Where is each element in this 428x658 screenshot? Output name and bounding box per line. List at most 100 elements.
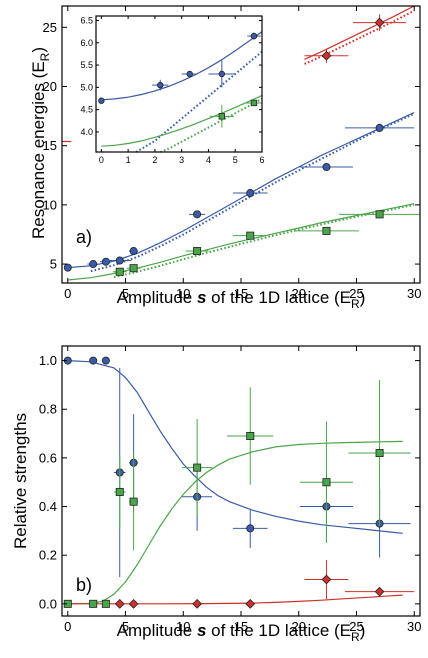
panel-a-frame	[61, 5, 421, 284]
panel-b-point-green	[89, 599, 98, 608]
inset-ticks: 0 1 2 3 4 5 6 4.0 4.5 5.0 5.5 6.0 6.5	[80, 15, 264, 165]
panel-a-xtick-label: 15	[234, 286, 248, 301]
panel-a-ytick-label: 25	[43, 20, 57, 35]
panel-a-curve-red-solid	[304, 5, 415, 60]
inset-xtick-label: 2	[152, 155, 157, 165]
panel-b-curve-blue-solid	[67, 360, 403, 534]
inset-ytick-label: 5.0	[80, 82, 93, 92]
panel-a-xtick-label: 5	[122, 286, 129, 301]
inset-point-blue	[157, 81, 164, 89]
panel-a-ytick-label: 10	[43, 197, 57, 212]
inset-curves	[101, 31, 263, 153]
panel-b-point-green	[129, 497, 138, 506]
inset-curve-green-solid	[101, 94, 263, 147]
inset-xtick-label: 5	[233, 155, 238, 165]
inset-ytick-label: 4.5	[80, 105, 93, 115]
panel-a-curve-blue-solid	[67, 111, 415, 269]
panel-b-ticks: 0 5 10 15 20 25 30 0.0 0.2 0.4 0.6 0.8 1.0	[39, 346, 421, 634]
inset-point-blue	[218, 70, 226, 78]
panel-b-ytick-label: 1.0	[39, 353, 57, 368]
panel-a-ytick-label: 20	[43, 79, 57, 94]
inset-xtick-label: 6	[259, 155, 264, 165]
panel-b-ytick-label: 0.4	[39, 499, 57, 514]
panel-b-point-green	[115, 487, 124, 496]
panel-b-curve-red-solid	[67, 594, 403, 605]
panel-b-xlabel: Amplitude s of the 1D lattice (ER)	[117, 621, 366, 644]
panel-a-point-red	[374, 17, 385, 28]
inset-xtick-label: 0	[99, 155, 104, 165]
panel-b-point-blue	[246, 524, 255, 533]
panel-b-curve-green-solid	[67, 440, 403, 605]
panel-a-point-green	[129, 264, 138, 273]
inset-curve-green-dotted	[159, 98, 263, 153]
panel-a-curve-red-dotted	[304, 9, 415, 65]
panel-b-point-red	[128, 598, 139, 609]
panel-a-point-blue	[115, 256, 124, 265]
panel-b-marks	[63, 356, 415, 609]
inset-curve-blue-solid	[101, 31, 263, 101]
panel-a-point-green	[193, 247, 202, 256]
panel-b-xtick-label: 10	[176, 619, 190, 634]
panel-a-point-blue	[63, 263, 72, 272]
panel-a-ytick-label: 5	[50, 257, 57, 272]
panel-a-point-green	[246, 231, 255, 240]
panel-a-ylabel: Resonance energies (ER)	[29, 47, 52, 239]
inset-frame	[95, 15, 263, 153]
panel-a-point-blue	[129, 247, 138, 256]
inset-point-blue	[98, 97, 105, 104]
inset-background	[92, 16, 264, 164]
inset-ytick-label: 5.5	[80, 60, 93, 70]
panel-a-point-blue	[246, 189, 255, 198]
inset-xtick-label: 1	[126, 155, 131, 165]
panel-a-xtick-label: 10	[176, 286, 190, 301]
inset-point-green	[250, 99, 258, 107]
panel-a-xtick-label: 25	[349, 286, 363, 301]
inset-ytick-label: 6.0	[80, 38, 93, 48]
panel-b-xtick-label: 25	[349, 619, 363, 634]
panel-b-point-green	[375, 449, 384, 458]
panel-b-ytick-label: 0.6	[39, 450, 57, 465]
panel-b-point-green	[322, 478, 331, 487]
panel-a-inset: 0 1 2 3 4 5 6 4.0 4.5 5.0 5.5 6.0 6.5	[80, 15, 265, 165]
panel-b-point-red	[245, 598, 256, 609]
panel-b-point-blue	[89, 356, 98, 365]
panel-a-point-blue	[322, 162, 331, 171]
panel-b-point-green	[101, 599, 110, 608]
panel-b-point-green	[193, 463, 202, 472]
panel-a-point-green	[375, 210, 384, 219]
inset-ytick-label: 6.5	[80, 15, 93, 25]
panel-b-ytick-label: 0.8	[39, 402, 57, 417]
panel-a-point-blue	[101, 257, 110, 266]
panel-b-point-red	[374, 586, 385, 597]
panel-a-xtick-label: 30	[407, 286, 421, 301]
panel-b: 0 5 10 15 20 25 30 0.0 0.2 0.4 0.6 0.8 1.0 b) Relati…	[11, 345, 421, 644]
panel-b-xtick-label: 15	[234, 619, 248, 634]
panel-b-point-red	[192, 598, 203, 609]
panel-b-ylabel: Relative strengths	[11, 413, 30, 549]
inset-point-blue	[250, 32, 258, 40]
panel-a-point-green	[322, 226, 331, 235]
panel-a-point-blue	[193, 210, 202, 219]
panel-b-ytick-label: 0.2	[39, 548, 57, 563]
panel-a-label: a)	[76, 227, 92, 247]
panel-a-curve-green-solid	[67, 203, 415, 281]
panel-a-point-blue	[89, 260, 98, 269]
panel-b-xtick-label: 0	[64, 619, 71, 634]
panel-a-marks	[63, 14, 420, 276]
panel-b-xtick-label: 5	[122, 619, 129, 634]
panel-b-point-blue	[101, 356, 110, 365]
panel-a-curve-green-dotted	[113, 203, 415, 279]
panel-b-point-red	[321, 574, 332, 585]
panel-b-ytick-label: 0.0	[39, 596, 57, 611]
panel-a-point-red	[321, 50, 332, 61]
inset-xtick-label: 4	[206, 155, 211, 165]
panel-b-curves	[67, 360, 403, 605]
inset-xtick-label: 3	[179, 155, 184, 165]
inset-point-green	[218, 113, 226, 120]
panel-b-xtick-label: 20	[292, 619, 306, 634]
panel-b-label: b)	[76, 575, 92, 595]
panel-a-ytick-label: 15	[43, 138, 57, 153]
inset-ytick-label: 4.0	[80, 127, 93, 137]
panel-b-point-green	[246, 431, 255, 440]
